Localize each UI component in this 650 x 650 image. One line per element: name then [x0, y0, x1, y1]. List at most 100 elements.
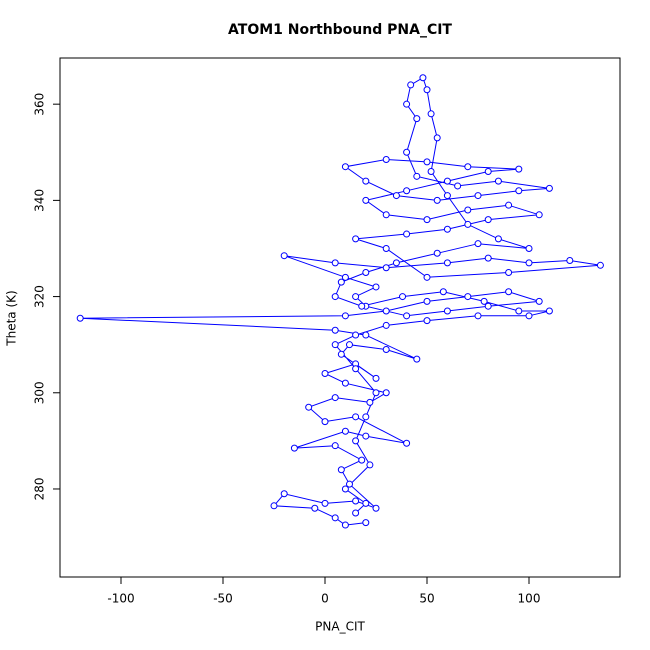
data-point [433, 134, 441, 142]
data-point [525, 259, 533, 267]
data-point [321, 370, 329, 378]
data-line [80, 76, 601, 526]
y-tick-label: 280 [33, 478, 47, 501]
data-point [464, 206, 472, 214]
y-axis-label: Theta (K) [5, 290, 19, 346]
data-point [366, 461, 374, 469]
data-point [474, 312, 482, 320]
data-point [362, 413, 370, 421]
data-point [494, 177, 502, 185]
data-point [290, 444, 298, 452]
y-tick-label: 340 [33, 189, 47, 212]
data-point [362, 269, 370, 277]
data-point [341, 163, 349, 171]
data-point [399, 293, 407, 301]
data-point [423, 317, 431, 325]
data-point [403, 439, 411, 447]
data-point [382, 155, 390, 163]
data-point [596, 261, 604, 269]
data-point [352, 293, 360, 301]
data-point [464, 293, 472, 301]
data-point [362, 519, 370, 527]
data-point [494, 235, 502, 243]
data-point [362, 196, 370, 204]
data-point [443, 177, 451, 185]
y-tick-label: 320 [33, 285, 47, 308]
data-point [280, 490, 288, 498]
data-point [413, 115, 421, 123]
data-point [392, 259, 400, 267]
data-point [515, 307, 523, 315]
data-point [423, 297, 431, 305]
data-point [566, 257, 574, 265]
data-point [372, 504, 380, 512]
data-point [403, 187, 411, 195]
data-point [382, 211, 390, 219]
data-point [505, 201, 513, 209]
data-point [413, 355, 421, 363]
data-point [433, 249, 441, 257]
x-axis-label: PNA_CIT [315, 620, 365, 634]
data-point [341, 521, 349, 529]
data-point [423, 216, 431, 224]
x-tick-label: -50 [213, 592, 233, 606]
data-point [382, 244, 390, 252]
data-point [505, 269, 513, 277]
data-point [403, 148, 411, 156]
data-point [403, 100, 411, 108]
data-point [403, 312, 411, 320]
data-point [464, 220, 472, 228]
x-tick-label: 100 [518, 592, 541, 606]
data-point [423, 158, 431, 166]
data-point [331, 394, 339, 402]
data-point [270, 502, 278, 510]
data-point [76, 314, 84, 322]
data-point [352, 413, 360, 421]
data-point [341, 273, 349, 281]
data-point [433, 196, 441, 204]
data-point [341, 379, 349, 387]
data-point [372, 389, 380, 397]
data-point [341, 312, 349, 320]
data-point [305, 403, 313, 411]
data-point [352, 365, 360, 373]
x-tick-label: 50 [419, 592, 434, 606]
data-point [484, 168, 492, 176]
data-point [427, 110, 435, 118]
data-point [358, 456, 366, 464]
data-point [352, 437, 360, 445]
data-point [454, 182, 462, 190]
data-point [331, 442, 339, 450]
data-point [443, 192, 451, 200]
data-point [484, 216, 492, 224]
data-point [362, 177, 370, 185]
data-point [427, 168, 435, 176]
data-point [366, 398, 374, 406]
x-tick-label: 0 [321, 592, 329, 606]
data-point [331, 514, 339, 522]
data-point [362, 432, 370, 440]
data-point [423, 86, 431, 94]
data-point [392, 192, 400, 200]
data-point [358, 302, 366, 310]
data-point [352, 331, 360, 339]
data-point [321, 499, 329, 507]
data-point [515, 187, 523, 195]
data-point [362, 499, 370, 507]
data-point [413, 172, 421, 180]
data-point [403, 230, 411, 238]
plot-frame [59, 57, 621, 578]
data-point [372, 283, 380, 291]
data-point [352, 509, 360, 517]
data-point [480, 297, 488, 305]
data-point [443, 259, 451, 267]
data-point [382, 307, 390, 315]
data-point [382, 264, 390, 272]
data-point [352, 497, 360, 505]
data-point [474, 240, 482, 248]
data-point [505, 288, 513, 296]
data-point [484, 302, 492, 310]
data-point [525, 312, 533, 320]
data-point [443, 307, 451, 315]
